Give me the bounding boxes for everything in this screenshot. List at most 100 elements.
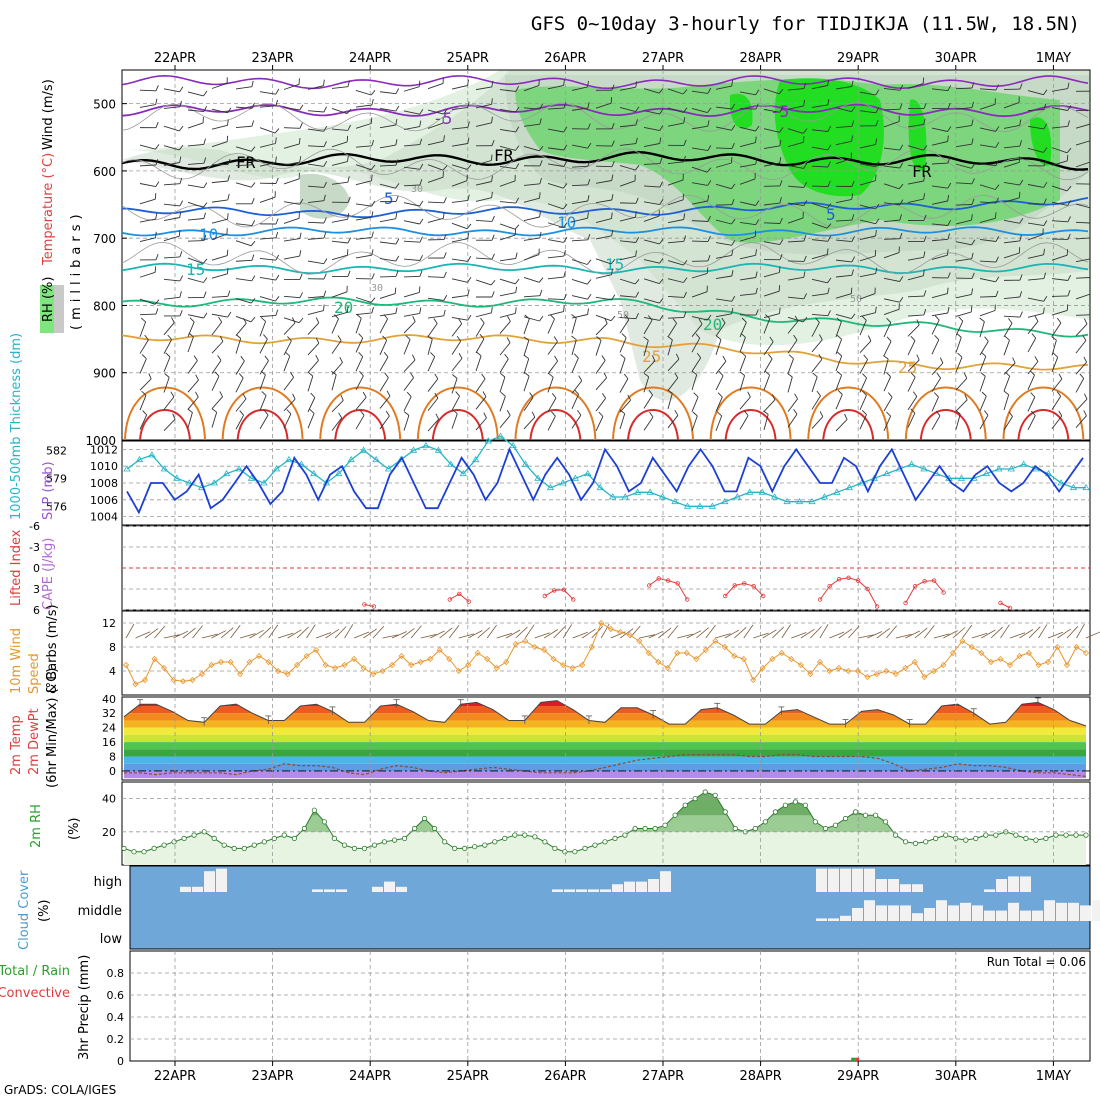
surface-wind-barb xyxy=(391,631,407,639)
wind-barb-flag xyxy=(947,272,951,279)
wind-barb xyxy=(163,356,171,372)
wind-barb-flag xyxy=(955,410,961,415)
cloud-high-bar xyxy=(912,884,923,892)
wind-barb-flag xyxy=(443,252,447,259)
surface-wind-barb xyxy=(372,625,385,639)
contour-label: 30 xyxy=(371,283,383,294)
wind-speed-point xyxy=(626,631,633,639)
wind-barb xyxy=(883,108,901,111)
wind-barb xyxy=(1027,297,1044,302)
thickness-point xyxy=(247,474,256,481)
wind-barb-flag xyxy=(227,175,230,182)
wind-barb xyxy=(259,414,269,430)
wind-barb xyxy=(283,127,301,129)
wind-barb xyxy=(1027,321,1039,335)
rh-point xyxy=(502,835,508,842)
wind-barb-flag xyxy=(203,138,206,145)
rh-point xyxy=(782,802,789,808)
wind-barb-flag xyxy=(1067,120,1070,127)
wind-barb-flag xyxy=(563,161,568,167)
wind-barb xyxy=(379,258,396,262)
wind-barb xyxy=(211,180,228,184)
thickness-point xyxy=(920,465,928,472)
wind-barb-flag xyxy=(696,352,702,359)
wind-barb-flag xyxy=(1057,317,1062,324)
wind-barb xyxy=(691,166,708,173)
surface-wind-barb xyxy=(173,630,189,639)
slp-line xyxy=(126,447,1084,515)
wind-barb-flag xyxy=(142,410,148,416)
wind-barb-flag xyxy=(506,409,511,416)
wind-barb-flag xyxy=(193,355,198,361)
wind-barb xyxy=(715,375,724,391)
wind-barb-flag xyxy=(467,289,470,296)
wind-barb-flag xyxy=(491,191,493,198)
wind-barb-flag xyxy=(419,179,423,186)
wind-barb-flag xyxy=(562,183,568,189)
wind-barb xyxy=(595,102,612,109)
wind-barb xyxy=(235,414,244,430)
thickness-point xyxy=(683,502,692,509)
wind-barb-flag xyxy=(491,175,493,182)
thickness-point xyxy=(882,469,891,477)
wind-barb-flag xyxy=(649,411,654,418)
wind-barb-flag xyxy=(275,177,279,184)
wind-barb xyxy=(475,86,492,91)
wind-barb xyxy=(211,218,228,224)
wind-barb xyxy=(691,90,708,94)
wind-barb xyxy=(355,337,364,353)
wind-barb xyxy=(715,339,722,355)
wind-barb xyxy=(643,278,660,285)
wind-barb xyxy=(283,201,300,205)
wind-barb xyxy=(691,147,708,152)
wind-barb-flag xyxy=(827,144,832,151)
wind-barb-flag xyxy=(850,287,853,294)
wind-barb xyxy=(595,274,612,279)
wind-barb xyxy=(883,87,900,91)
wind-barb-flag xyxy=(347,213,350,220)
wind-barb xyxy=(763,358,773,373)
wind-barb-flag xyxy=(755,125,760,132)
wind-barb xyxy=(163,106,180,109)
wind-barb-flag xyxy=(971,272,975,279)
wind-barb xyxy=(259,257,276,261)
wind-barb-flag xyxy=(596,336,602,341)
cloud-high-bar xyxy=(900,884,911,892)
cloud-mid-bar xyxy=(888,905,899,921)
wind-barb-flag xyxy=(251,146,256,152)
wind-barb-flag xyxy=(1043,220,1048,226)
wind-barb xyxy=(379,293,396,299)
wind-barb-flag xyxy=(861,390,867,396)
surface-wind-barb xyxy=(838,628,853,639)
wind-barb xyxy=(451,395,460,411)
wind-barb xyxy=(379,218,396,223)
wind-barb-flag xyxy=(418,80,421,87)
wind-barb-flag xyxy=(1019,291,1023,298)
rh-contour xyxy=(122,148,1089,181)
wind-barb-flag xyxy=(452,374,458,379)
cloud-high-bar xyxy=(888,879,899,892)
contour-label: 25 xyxy=(898,358,917,377)
wind-barb-flag xyxy=(467,101,470,108)
wind-barb xyxy=(835,219,853,222)
wind-barb xyxy=(1075,277,1090,279)
cloud-high-bar xyxy=(336,889,347,892)
wind-barb-flag xyxy=(755,309,759,316)
wind-barb-flag xyxy=(836,317,842,323)
wind-barb xyxy=(691,396,699,412)
wind-barb xyxy=(283,178,300,185)
wind-barb xyxy=(499,415,511,429)
pressure-tick-label: 800 xyxy=(93,299,116,313)
wind-barb xyxy=(811,314,829,317)
cloud-high-bar xyxy=(996,879,1007,892)
surface-wind-barb xyxy=(762,629,777,639)
wind-barb-flag xyxy=(611,294,616,301)
wind-barb xyxy=(763,145,780,150)
temp2m-axis-label-2: 2m DewPt xyxy=(27,708,42,775)
wind-barb-flag xyxy=(155,254,159,260)
wind-barb-flag xyxy=(275,137,277,144)
contour-label: 20 xyxy=(334,298,353,317)
wind-barb xyxy=(307,342,320,356)
wind-barb xyxy=(667,358,680,372)
wind-barb-flag xyxy=(635,106,640,112)
